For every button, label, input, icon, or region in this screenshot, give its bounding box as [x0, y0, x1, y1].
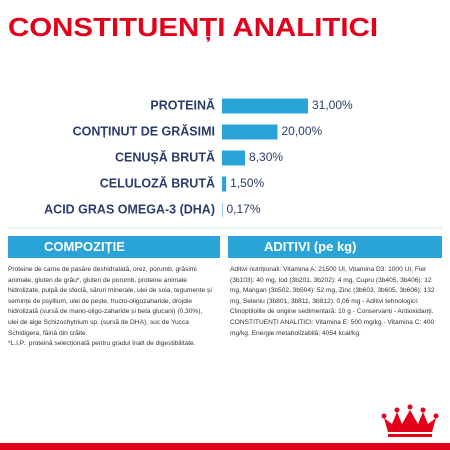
additives-text: Aditivi nutriționali: Vitamina A: 21500 …: [230, 265, 436, 339]
logo: [381, 404, 439, 437]
bar: [222, 176, 227, 192]
category-label: PROTEINĂ: [150, 97, 215, 112]
additives-body: Aditivi nutriționali: Vitamina A: 21500 …: [230, 266, 435, 337]
bar: [222, 124, 278, 140]
category-label: CONȚINUT DE GRĂSIMI: [73, 123, 215, 138]
bar: [222, 150, 246, 166]
value-label: 20,00%: [281, 124, 322, 138]
bar: [222, 98, 308, 114]
category-label: CELULOZĂ BRUTĂ: [100, 175, 215, 190]
value-label: 1,50%: [230, 176, 264, 190]
composition-note: *L.I.P.: proteină selecționată pentru gr…: [8, 340, 196, 348]
footer-bar: [0, 443, 450, 450]
category-label: ACID GRAS OMEGA-3 (DHA): [44, 202, 215, 216]
category-label: CENUȘĂ BRUTĂ: [115, 149, 215, 164]
chart-title: CONSTITUENȚI ANALITICI: [8, 12, 378, 42]
composition-text: Proteine de carne de pasăre deshidratată…: [8, 265, 214, 350]
value-label: 0,17%: [227, 202, 261, 216]
composition-header: COMPOZIȚIE: [8, 236, 220, 258]
value-label: 31,00%: [312, 98, 353, 112]
value-label: 8,30%: [249, 150, 283, 164]
bar: [222, 202, 223, 218]
additives-header: ADITIVI (pe kg): [228, 236, 442, 258]
composition-body: Proteine de carne de pasăre deshidratată…: [8, 266, 212, 337]
